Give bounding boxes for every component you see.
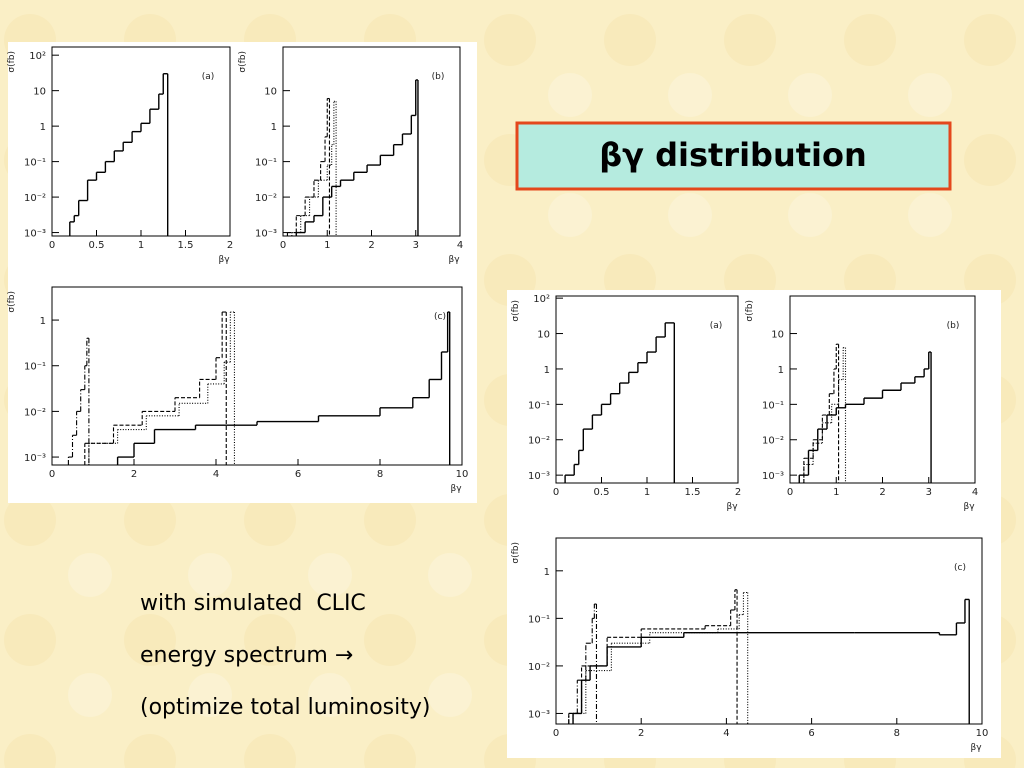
x-tick-label: 2 — [638, 728, 644, 739]
y-tick-label: 10⁻² — [24, 407, 46, 418]
x-tick-label: 10 — [976, 728, 989, 739]
y-tick-label: 10⁻¹ — [255, 158, 277, 169]
x-axis-label: βγ — [448, 255, 460, 265]
figure-left — [8, 42, 477, 503]
x-tick-label: 8 — [377, 469, 383, 480]
y-tick-label: 10 — [264, 87, 277, 98]
x-axis-label: βγ — [963, 502, 975, 512]
x-tick-label: 0 — [553, 487, 559, 498]
x-tick-label: 0.5 — [594, 487, 610, 498]
y-axis-label: σ(fb) — [7, 51, 17, 73]
y-tick-label: 1 — [544, 567, 550, 578]
y-tick-label: 10² — [29, 51, 46, 62]
x-tick-label: 2 — [131, 469, 137, 480]
y-axis-label: σ(fb) — [745, 300, 755, 322]
x-tick-label: 1 — [644, 487, 650, 498]
y-axis-label: σ(fb) — [7, 291, 17, 313]
panel-label: (b) — [947, 321, 960, 331]
x-axis-label: βγ — [450, 484, 462, 494]
x-tick-label: 0 — [49, 469, 55, 480]
panel-label: (a) — [710, 321, 723, 331]
plot-frame — [51, 286, 463, 466]
x-tick-label: 10 — [456, 469, 469, 480]
x-tick-label: 1.5 — [178, 240, 194, 251]
y-tick-label: 10 — [771, 330, 784, 341]
x-tick-label: 1.5 — [685, 487, 701, 498]
y-tick-label: 10⁻¹ — [24, 362, 46, 373]
y-tick-label: 1 — [40, 122, 46, 133]
x-tick-label: 0.5 — [89, 240, 105, 251]
x-tick-label: 2 — [879, 487, 885, 498]
y-tick-label: 10⁻³ — [528, 709, 550, 720]
x-tick-label: 1 — [324, 240, 330, 251]
x-tick-label: 0 — [787, 487, 793, 498]
x-axis-label: βγ — [726, 502, 738, 512]
x-tick-label: 0 — [49, 240, 55, 251]
x-tick-label: 2 — [735, 487, 741, 498]
x-tick-label: 1 — [138, 240, 144, 251]
x-tick-label: 8 — [894, 728, 900, 739]
x-axis-label: βγ — [970, 743, 982, 753]
y-tick-label: 10⁻¹ — [762, 400, 784, 411]
y-tick-label: 1 — [778, 365, 784, 376]
y-tick-label: 10⁻² — [762, 436, 784, 447]
x-axis-label: βγ — [218, 255, 230, 265]
y-tick-label: 10⁻³ — [24, 453, 46, 464]
y-tick-label: 10⁻³ — [255, 229, 277, 240]
y-tick-label: 1 — [271, 122, 277, 133]
x-tick-label: 2 — [227, 240, 233, 251]
y-tick-label: 10⁻¹ — [528, 614, 550, 625]
x-tick-label: 3 — [926, 487, 932, 498]
x-tick-label: 6 — [295, 469, 301, 480]
x-tick-label: 4 — [972, 487, 978, 498]
title: βγ distribution — [599, 136, 867, 174]
y-tick-label: 10⁻³ — [762, 471, 784, 482]
panel-label: (c) — [954, 563, 966, 573]
body-line: energy spectrum → — [140, 643, 353, 668]
panel-label: (b) — [432, 72, 445, 82]
y-tick-label: 10⁻² — [255, 193, 277, 204]
y-tick-label: 10⁻² — [528, 436, 550, 447]
y-tick-label: 10 — [537, 330, 550, 341]
y-tick-label: 1 — [544, 365, 550, 376]
y-tick-label: 10⁻¹ — [528, 400, 550, 411]
x-tick-label: 4 — [213, 469, 219, 480]
x-tick-label: 2 — [368, 240, 374, 251]
plot-frame — [555, 537, 983, 725]
body-line: (optimize total luminosity) — [140, 695, 430, 720]
x-tick-label: 0 — [280, 240, 286, 251]
y-tick-label: 10⁻¹ — [24, 158, 46, 169]
panel-label: (c) — [434, 312, 446, 322]
body-line: with simulated CLIC — [140, 591, 366, 616]
x-tick-label: 4 — [457, 240, 463, 251]
y-axis-label: σ(fb) — [511, 542, 521, 564]
title-box — [515, 121, 952, 191]
x-tick-label: 6 — [808, 728, 814, 739]
y-tick-label: 10 — [33, 87, 46, 98]
x-tick-label: 3 — [413, 240, 419, 251]
y-tick-label: 10⁻³ — [24, 229, 46, 240]
y-tick-label: 10⁻³ — [528, 471, 550, 482]
y-tick-label: 1 — [40, 316, 46, 327]
x-tick-label: 0 — [553, 728, 559, 739]
y-tick-label: 10⁻² — [528, 662, 550, 673]
y-axis-label: σ(fb) — [511, 300, 521, 322]
y-tick-label: 10² — [533, 294, 550, 305]
x-tick-label: 1 — [833, 487, 839, 498]
y-axis-label: σ(fb) — [238, 51, 248, 73]
panel-label: (a) — [202, 72, 215, 82]
x-tick-label: 4 — [723, 728, 729, 739]
y-tick-label: 10⁻² — [24, 193, 46, 204]
